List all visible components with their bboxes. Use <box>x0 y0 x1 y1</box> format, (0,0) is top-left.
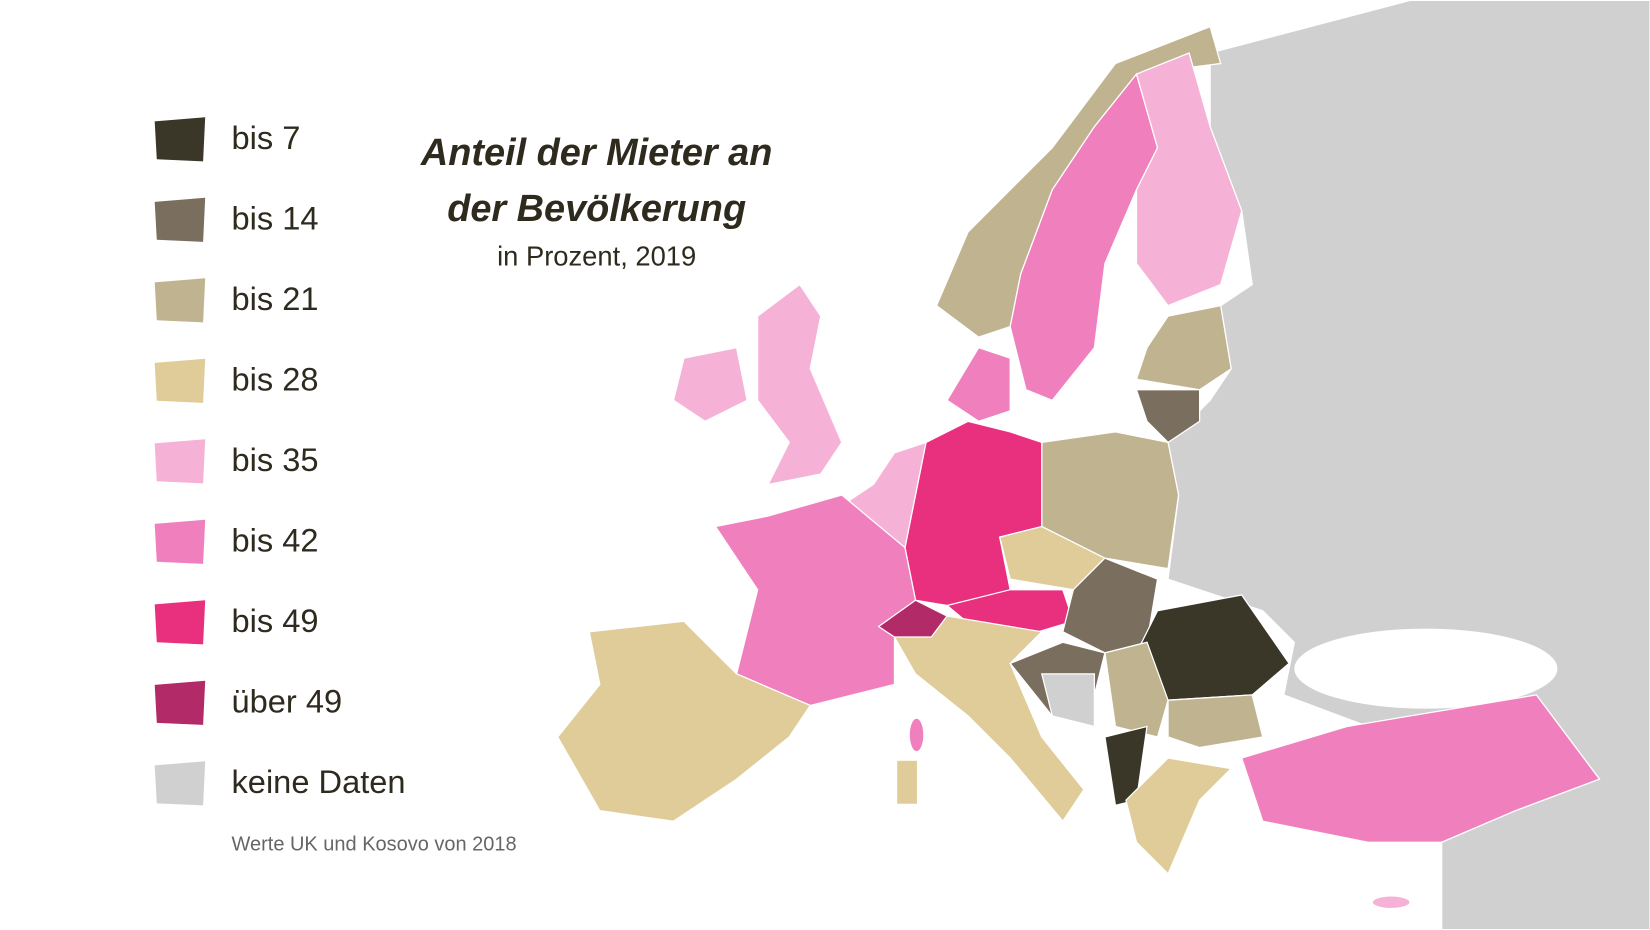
legend-label: keine Daten <box>232 763 406 800</box>
legend-label: bis 7 <box>232 119 301 156</box>
region <box>1135 389 1201 444</box>
map <box>556 0 1650 930</box>
region <box>908 717 925 753</box>
region <box>877 599 949 638</box>
region <box>1104 641 1169 738</box>
region <box>1125 757 1233 875</box>
region <box>1135 304 1232 391</box>
region <box>895 759 919 805</box>
legend-label: bis 35 <box>232 441 319 478</box>
legend-swatch <box>154 600 206 645</box>
legend-label: bis 49 <box>232 602 319 639</box>
region <box>1371 895 1411 910</box>
legend-swatch <box>154 358 206 403</box>
region <box>946 346 1011 423</box>
legend-swatch <box>154 439 206 484</box>
legend-swatch <box>154 519 206 564</box>
region <box>1135 52 1243 307</box>
legend: bis 7 bis 14 bis 21 bis 28 bis 35 bis 42 bis 4… <box>154 117 406 806</box>
legend-swatch <box>154 197 206 242</box>
region <box>556 620 812 822</box>
region <box>1167 694 1264 749</box>
region <box>893 615 1085 823</box>
legend-label: über 49 <box>232 682 343 719</box>
legend-swatch <box>154 278 206 323</box>
region <box>1040 673 1096 728</box>
region <box>672 346 748 423</box>
legend-label: bis 14 <box>232 199 319 236</box>
title: Anteil der Mieter an <box>420 132 772 174</box>
legend-label: bis 21 <box>232 280 319 317</box>
legend-swatch <box>154 117 206 162</box>
region <box>1009 72 1159 402</box>
footnote: Werte UK und Kosovo von 2018 <box>232 834 517 856</box>
region <box>757 283 843 486</box>
legend-swatch <box>154 680 206 725</box>
sea <box>1294 628 1558 709</box>
region <box>904 420 1043 612</box>
legend-label: bis 42 <box>232 521 319 558</box>
legend-swatch <box>154 761 206 806</box>
subtitle: in Prozent, 2019 <box>497 240 696 271</box>
legend-label: bis 28 <box>232 360 319 397</box>
region <box>1240 694 1601 843</box>
title: der Bevölkerung <box>447 188 746 230</box>
